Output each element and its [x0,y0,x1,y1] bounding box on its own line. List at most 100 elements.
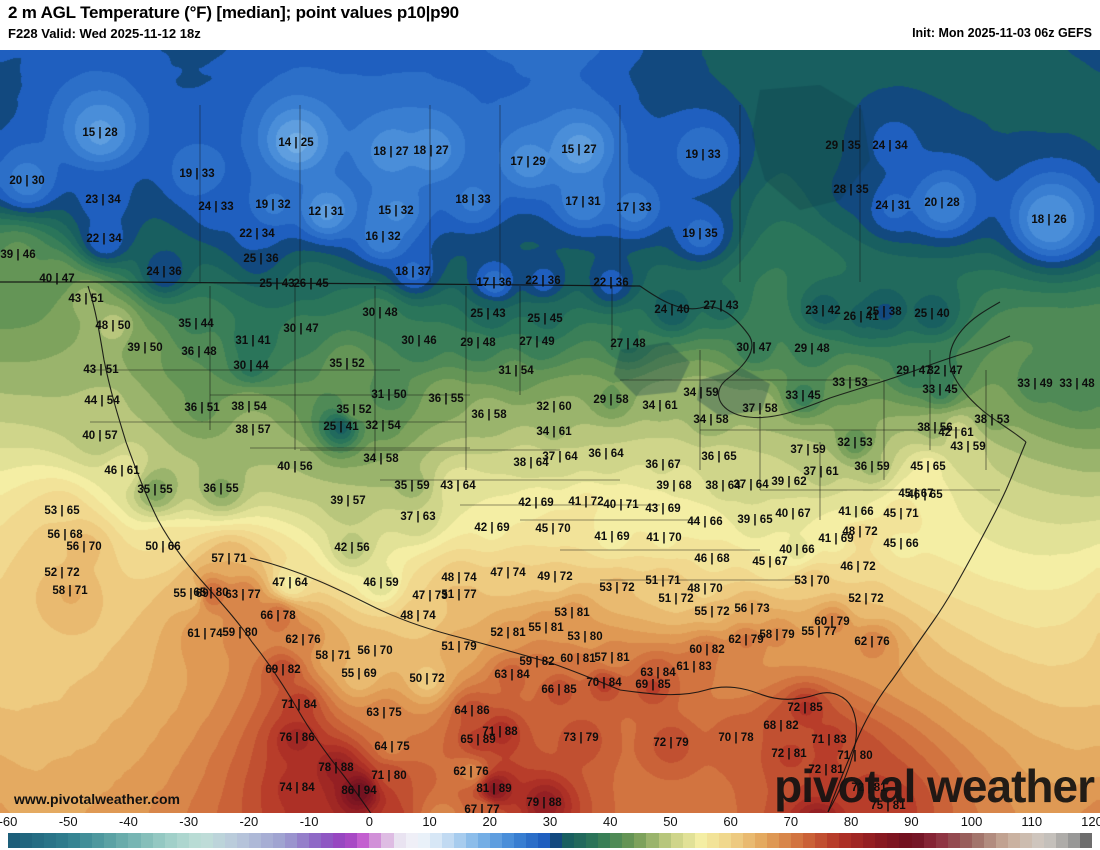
colorbar-tick: 50 [663,814,678,829]
colorbar-swatch [116,833,129,848]
colorbar-swatch [200,833,213,848]
point-value-label: 36 | 58 [471,409,507,421]
point-value-label: 72 | 79 [653,737,689,749]
colorbar-swatch [586,833,599,848]
point-value-label: 52 | 72 [44,567,80,579]
point-value-label: 66 | 85 [541,684,577,696]
point-value-label: 29 | 48 [460,337,496,349]
point-value-label: 65 | 80 [193,587,229,599]
point-value-label: 38 | 64 [705,480,741,492]
colorbar-swatch [297,833,310,848]
colorbar-tick: -30 [179,814,199,829]
point-value-label: 30 | 48 [362,307,398,319]
point-value-label: 43 | 64 [440,480,476,492]
colorbar-tick: -50 [58,814,78,829]
point-value-label: 39 | 50 [127,342,163,354]
point-value-label: 37 | 64 [733,479,769,491]
point-value-label: 51 | 72 [658,593,694,605]
colorbar-swatch [1056,833,1069,848]
colorbar-swatch [875,833,888,848]
border-path [619,686,858,813]
point-value-label: 61 | 83 [676,661,712,673]
point-value-label: 31 | 41 [235,335,271,347]
point-value-label: 36 | 59 [854,461,890,473]
colorbar-swatch [285,833,298,848]
colorbar-swatch [851,833,864,848]
border-path [249,557,621,691]
point-value-label: 46 | 65 [907,489,943,501]
point-value-label: 18 | 27 [413,145,449,157]
point-value-label: 55 | 72 [694,606,730,618]
point-value-label: 20 | 28 [924,197,960,209]
point-value-label: 53 | 80 [567,631,603,643]
border-path [0,281,641,287]
colorbar-swatch [405,833,418,848]
point-value-label: 67 | 77 [464,804,500,813]
point-value-label: 71 | 80 [837,750,873,762]
temperature-map[interactable]: 15 | 28 14 | 25 20 | 30 19 | 33 18 | 27 18 | … [0,50,1100,813]
point-value-label: 58 | 79 [759,629,795,641]
colorbar-swatch [224,833,237,848]
colorbar-tick: 120 [1081,814,1100,829]
colorbar-swatch [803,833,816,848]
point-value-label: 33 | 49 [1017,378,1053,390]
colorbar-swatch [453,833,466,848]
colorbar-swatch [766,833,779,848]
point-value-label: 18 | 27 [373,146,409,158]
colorbar-swatch [176,833,189,848]
point-value-label: 72 | 81 [851,782,887,794]
point-value-label: 72 | 81 [808,764,844,776]
point-value-label: 70 | 78 [718,732,754,744]
colorbar-swatch [44,833,57,848]
colorbar-tick: -20 [239,814,259,829]
point-value-label: 36 | 55 [428,393,464,405]
point-value-label: 44 | 66 [687,516,723,528]
colorbar-tick: 40 [602,814,618,829]
point-value-label: 22 | 34 [239,228,275,240]
colorbar-swatch [923,833,936,848]
point-value-label: 31 | 50 [371,389,407,401]
point-value-label: 18 | 37 [395,266,431,278]
point-value-label: 63 | 75 [366,707,402,719]
point-value-label: 32 | 47 [927,365,963,377]
point-value-label: 42 | 69 [474,522,510,534]
point-value-label: 29 | 35 [825,140,861,152]
colorbar-swatch [417,833,430,848]
point-value-label: 74 | 84 [279,782,315,794]
colorbar-swatch [56,833,69,848]
colorbar-swatch [80,833,93,848]
point-value-label: 25 | 40 [914,308,950,320]
point-value-label: 59 | 82 [519,656,555,668]
point-value-label: 52 | 72 [848,593,884,605]
colorbar-swatch [947,833,960,848]
border-path [949,301,1027,443]
point-value-label: 24 | 40 [654,304,690,316]
point-value-label: 55 | 81 [528,622,564,634]
point-value-label: 27 | 48 [610,338,646,350]
colorbar-swatch [754,833,767,848]
colorbar-swatch [345,833,358,848]
point-value-label: 44 | 54 [84,395,120,407]
point-value-label: 53 | 70 [794,575,830,587]
point-value-label: 29 | 58 [593,394,629,406]
point-value-label: 60 | 82 [689,644,725,656]
point-value-label: 17 | 31 [565,196,601,208]
point-value-label: 39 | 68 [656,480,692,492]
point-value-label: 16 | 32 [365,231,401,243]
colorbar-swatch [1080,833,1093,848]
colorbar-tick: 60 [723,814,738,829]
point-value-label: 17 | 33 [616,202,652,214]
point-value-label: 34 | 61 [642,400,678,412]
colorbar-swatch [574,833,587,848]
point-value-label: 75 | 81 [870,800,906,812]
point-value-label: 33 | 45 [922,384,958,396]
colorbar-swatch [622,833,635,848]
colorbar-swatch [718,833,731,848]
colorbar-swatch [995,833,1008,848]
point-value-label: 63 | 84 [494,669,530,681]
colorbar-swatch [441,833,454,848]
colorbar-swatch [236,833,249,848]
point-value-label: 62 | 79 [728,634,764,646]
point-value-label: 38 | 53 [974,414,1010,426]
